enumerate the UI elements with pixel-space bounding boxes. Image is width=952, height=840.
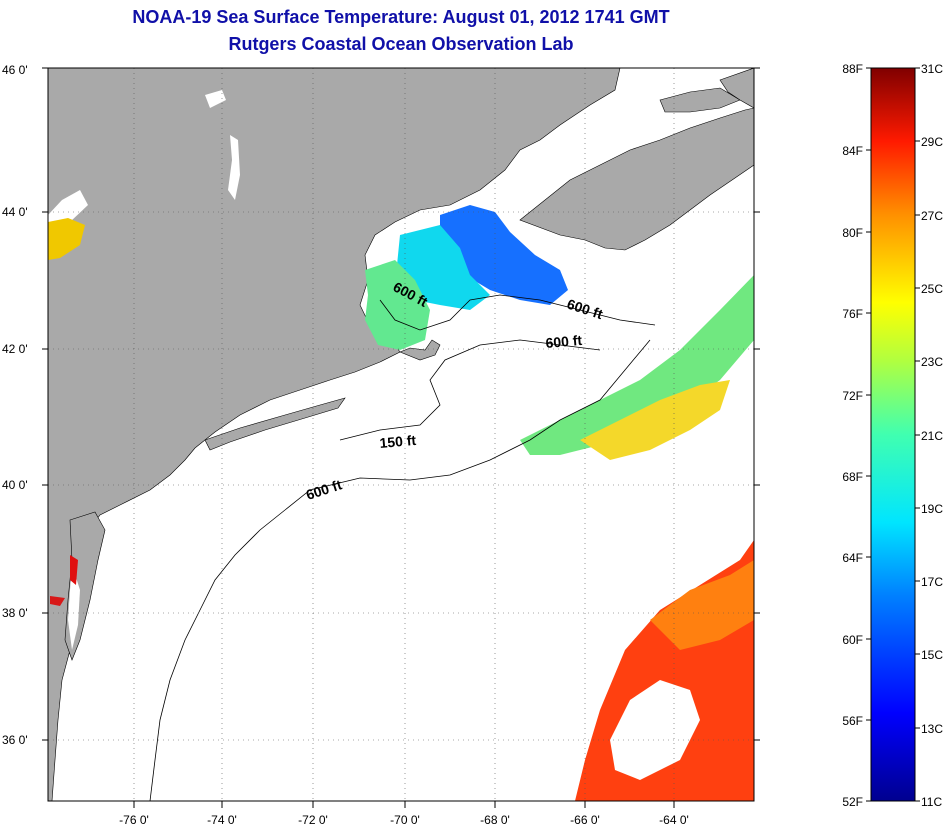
lon-label: -66 0' bbox=[570, 813, 600, 827]
lon-label: -68 0' bbox=[480, 813, 510, 827]
lat-label: 42 0' bbox=[2, 342, 28, 356]
lon-label: -76 0' bbox=[119, 813, 149, 827]
contour-600ft-south bbox=[149, 339, 651, 801]
contour-label: 600 ft bbox=[545, 332, 583, 351]
sst-gulf-of-maine-blue bbox=[440, 205, 568, 305]
colorbar-f-label: 56F bbox=[842, 714, 863, 728]
colorbar-c-label: 31C bbox=[921, 62, 943, 76]
sst-lake-ontario bbox=[48, 218, 85, 260]
lon-label: -72 0' bbox=[298, 813, 328, 827]
lon-label: -70 0' bbox=[390, 813, 420, 827]
contour-label: 150 ft bbox=[379, 432, 417, 451]
sst-clear-gap bbox=[610, 680, 700, 780]
map-frame bbox=[47, 67, 755, 802]
colorbar-f-label: 64F bbox=[842, 551, 863, 565]
pei bbox=[659, 87, 741, 113]
sst-gulfstream-orange bbox=[650, 560, 754, 650]
lat-label: 38 0' bbox=[2, 606, 28, 620]
colorbar-c-label: 11C bbox=[921, 795, 942, 809]
axis-ticks bbox=[42, 67, 760, 808]
lon-label: -74 0' bbox=[207, 813, 237, 827]
lat-label: 40 0' bbox=[2, 478, 28, 492]
lat-label: 44 0' bbox=[2, 205, 28, 219]
lon-label: -64 0' bbox=[659, 813, 689, 827]
colorbar-c-label: 29C bbox=[921, 135, 943, 149]
colorbar-f-label: 68F bbox=[842, 470, 863, 484]
contour-150ft bbox=[339, 339, 601, 441]
long-island bbox=[204, 397, 346, 451]
lake-winnipesaukee bbox=[205, 90, 226, 108]
map-subtitle: Rutgers Coastal Ocean Observation Lab bbox=[228, 34, 574, 54]
colorbar-f-label: 72F bbox=[842, 389, 863, 403]
colorbar-c-label: 21C bbox=[921, 429, 943, 443]
nova-scotia bbox=[519, 107, 754, 251]
colorbar-c-label: 19C bbox=[921, 502, 943, 516]
cape-breton bbox=[719, 68, 754, 109]
lake-champlain bbox=[228, 135, 240, 200]
sst-slope-yellow bbox=[580, 380, 730, 460]
sst-chesapeake bbox=[70, 555, 78, 585]
graticule bbox=[48, 68, 754, 801]
colorbar-f-label: 88F bbox=[842, 62, 863, 76]
colorbar-f-label: 84F bbox=[842, 144, 863, 158]
colorbar-c-label: 13C bbox=[921, 722, 943, 736]
colorbar-f-label: 52F bbox=[842, 795, 863, 809]
colorbar-c-label: 15C bbox=[921, 648, 943, 662]
colorbar-c-label: 23C bbox=[921, 355, 943, 369]
lat-label: 46 0' bbox=[2, 63, 28, 77]
cape-cod bbox=[399, 339, 441, 361]
colorbar-ticks bbox=[866, 67, 920, 802]
lat-label: 36 0' bbox=[2, 733, 28, 747]
chesapeake-bay bbox=[68, 565, 80, 650]
contour-600ft-gom bbox=[379, 294, 656, 331]
colorbar-c-label: 25C bbox=[921, 282, 943, 296]
colorbar-f-label: 76F bbox=[842, 307, 863, 321]
colorbar-f-label: 80F bbox=[842, 226, 863, 240]
colorbar-c-label: 17C bbox=[921, 575, 943, 589]
colorbar-c-label: 27C bbox=[921, 209, 943, 223]
sst-bay-small bbox=[50, 596, 65, 606]
colorbar-f-label: 60F bbox=[842, 633, 863, 647]
map-title: NOAA-19 Sea Surface Temperature: August … bbox=[132, 7, 670, 27]
colorbar bbox=[870, 67, 916, 802]
